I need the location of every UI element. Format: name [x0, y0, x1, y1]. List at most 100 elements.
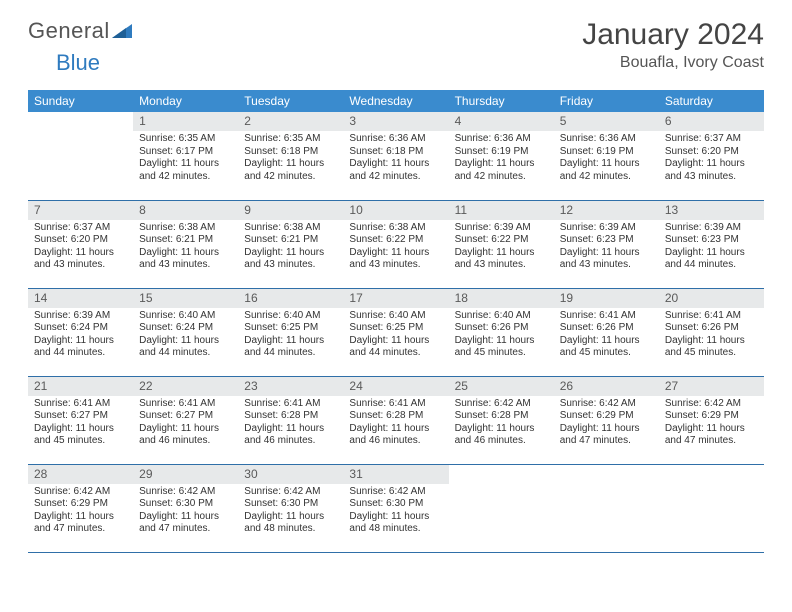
sunrise-line: Sunrise: 6:37 AM [665, 133, 758, 146]
sunset-line: Sunset: 6:25 PM [244, 322, 337, 335]
calendar-cell: 27Sunrise: 6:42 AMSunset: 6:29 PMDayligh… [659, 376, 764, 464]
day-content: Sunrise: 6:42 AMSunset: 6:30 PMDaylight:… [133, 484, 238, 540]
sunset-line: Sunset: 6:19 PM [560, 146, 653, 159]
day-number: 18 [449, 289, 554, 308]
day-number: 20 [659, 289, 764, 308]
daylight-line: Daylight: 11 hours and 42 minutes. [244, 158, 337, 183]
sunset-line: Sunset: 6:24 PM [34, 322, 127, 335]
day-content: Sunrise: 6:36 AMSunset: 6:18 PMDaylight:… [343, 131, 448, 187]
day-content: Sunrise: 6:39 AMSunset: 6:23 PMDaylight:… [659, 220, 764, 276]
calendar-page: General January 2024 Bouafla, Ivory Coas… [0, 0, 792, 571]
day-content: Sunrise: 6:40 AMSunset: 6:25 PMDaylight:… [343, 308, 448, 364]
daylight-line: Daylight: 11 hours and 43 minutes. [244, 247, 337, 272]
sunset-line: Sunset: 6:23 PM [560, 234, 653, 247]
daylight-line: Daylight: 11 hours and 42 minutes. [139, 158, 232, 183]
day-number: 25 [449, 377, 554, 396]
sunrise-line: Sunrise: 6:41 AM [34, 398, 127, 411]
day-number: 22 [133, 377, 238, 396]
calendar-week-row: 28Sunrise: 6:42 AMSunset: 6:29 PMDayligh… [28, 464, 764, 552]
sunrise-line: Sunrise: 6:40 AM [139, 310, 232, 323]
day-content: Sunrise: 6:37 AMSunset: 6:20 PMDaylight:… [28, 220, 133, 276]
day-number: 19 [554, 289, 659, 308]
calendar-cell: 12Sunrise: 6:39 AMSunset: 6:23 PMDayligh… [554, 200, 659, 288]
day-content: Sunrise: 6:42 AMSunset: 6:30 PMDaylight:… [343, 484, 448, 540]
sunset-line: Sunset: 6:28 PM [455, 410, 548, 423]
weekday-header: Saturday [659, 90, 764, 112]
daylight-line: Daylight: 11 hours and 43 minutes. [665, 158, 758, 183]
sunrise-line: Sunrise: 6:38 AM [244, 222, 337, 235]
daylight-line: Daylight: 11 hours and 48 minutes. [349, 511, 442, 536]
day-content: Sunrise: 6:39 AMSunset: 6:24 PMDaylight:… [28, 308, 133, 364]
day-number: 23 [238, 377, 343, 396]
weekday-header: Thursday [449, 90, 554, 112]
sunrise-line: Sunrise: 6:41 AM [139, 398, 232, 411]
sunset-line: Sunset: 6:20 PM [665, 146, 758, 159]
sunset-line: Sunset: 6:25 PM [349, 322, 442, 335]
calendar-cell [449, 464, 554, 552]
sunset-line: Sunset: 6:27 PM [139, 410, 232, 423]
day-number: 17 [343, 289, 448, 308]
day-content: Sunrise: 6:39 AMSunset: 6:22 PMDaylight:… [449, 220, 554, 276]
day-number: 31 [343, 465, 448, 484]
daylight-line: Daylight: 11 hours and 45 minutes. [455, 335, 548, 360]
sunset-line: Sunset: 6:26 PM [665, 322, 758, 335]
sunrise-line: Sunrise: 6:42 AM [34, 486, 127, 499]
weekday-header: Monday [133, 90, 238, 112]
calendar-cell: 4Sunrise: 6:36 AMSunset: 6:19 PMDaylight… [449, 112, 554, 200]
day-number: 29 [133, 465, 238, 484]
weekday-header: Sunday [28, 90, 133, 112]
day-number: 9 [238, 201, 343, 220]
daylight-line: Daylight: 11 hours and 43 minutes. [349, 247, 442, 272]
calendar-cell: 19Sunrise: 6:41 AMSunset: 6:26 PMDayligh… [554, 288, 659, 376]
daylight-line: Daylight: 11 hours and 47 minutes. [665, 423, 758, 448]
brand-triangle-icon [112, 18, 132, 44]
sunset-line: Sunset: 6:17 PM [139, 146, 232, 159]
sunrise-line: Sunrise: 6:42 AM [455, 398, 548, 411]
sunset-line: Sunset: 6:30 PM [244, 498, 337, 511]
sunrise-line: Sunrise: 6:36 AM [560, 133, 653, 146]
calendar-cell: 29Sunrise: 6:42 AMSunset: 6:30 PMDayligh… [133, 464, 238, 552]
sunrise-line: Sunrise: 6:40 AM [349, 310, 442, 323]
calendar-cell: 18Sunrise: 6:40 AMSunset: 6:26 PMDayligh… [449, 288, 554, 376]
day-content: Sunrise: 6:42 AMSunset: 6:29 PMDaylight:… [554, 396, 659, 452]
day-number: 26 [554, 377, 659, 396]
daylight-line: Daylight: 11 hours and 45 minutes. [665, 335, 758, 360]
day-number: 21 [28, 377, 133, 396]
sunrise-line: Sunrise: 6:40 AM [244, 310, 337, 323]
sunrise-line: Sunrise: 6:39 AM [665, 222, 758, 235]
calendar-cell: 20Sunrise: 6:41 AMSunset: 6:26 PMDayligh… [659, 288, 764, 376]
calendar-cell: 24Sunrise: 6:41 AMSunset: 6:28 PMDayligh… [343, 376, 448, 464]
day-content: Sunrise: 6:41 AMSunset: 6:27 PMDaylight:… [133, 396, 238, 452]
weekday-header: Friday [554, 90, 659, 112]
sunrise-line: Sunrise: 6:35 AM [139, 133, 232, 146]
brand-word-1: General [28, 18, 110, 44]
day-number: 6 [659, 112, 764, 131]
day-content: Sunrise: 6:35 AMSunset: 6:18 PMDaylight:… [238, 131, 343, 187]
day-content: Sunrise: 6:40 AMSunset: 6:24 PMDaylight:… [133, 308, 238, 364]
sunset-line: Sunset: 6:28 PM [244, 410, 337, 423]
calendar-cell: 7Sunrise: 6:37 AMSunset: 6:20 PMDaylight… [28, 200, 133, 288]
calendar-cell: 22Sunrise: 6:41 AMSunset: 6:27 PMDayligh… [133, 376, 238, 464]
day-number: 28 [28, 465, 133, 484]
sunset-line: Sunset: 6:26 PM [455, 322, 548, 335]
calendar-cell: 28Sunrise: 6:42 AMSunset: 6:29 PMDayligh… [28, 464, 133, 552]
calendar-cell [554, 464, 659, 552]
day-number: 3 [343, 112, 448, 131]
day-content: Sunrise: 6:38 AMSunset: 6:22 PMDaylight:… [343, 220, 448, 276]
daylight-line: Daylight: 11 hours and 44 minutes. [244, 335, 337, 360]
daylight-line: Daylight: 11 hours and 43 minutes. [139, 247, 232, 272]
calendar-table: SundayMondayTuesdayWednesdayThursdayFrid… [28, 90, 764, 553]
sunset-line: Sunset: 6:30 PM [349, 498, 442, 511]
calendar-cell: 31Sunrise: 6:42 AMSunset: 6:30 PMDayligh… [343, 464, 448, 552]
sunset-line: Sunset: 6:18 PM [349, 146, 442, 159]
day-number: 7 [28, 201, 133, 220]
sunrise-line: Sunrise: 6:36 AM [455, 133, 548, 146]
weekday-header: Wednesday [343, 90, 448, 112]
sunset-line: Sunset: 6:24 PM [139, 322, 232, 335]
daylight-line: Daylight: 11 hours and 47 minutes. [34, 511, 127, 536]
sunrise-line: Sunrise: 6:42 AM [139, 486, 232, 499]
sunset-line: Sunset: 6:27 PM [34, 410, 127, 423]
daylight-line: Daylight: 11 hours and 47 minutes. [560, 423, 653, 448]
brand-word-2: Blue [56, 50, 100, 75]
daylight-line: Daylight: 11 hours and 48 minutes. [244, 511, 337, 536]
